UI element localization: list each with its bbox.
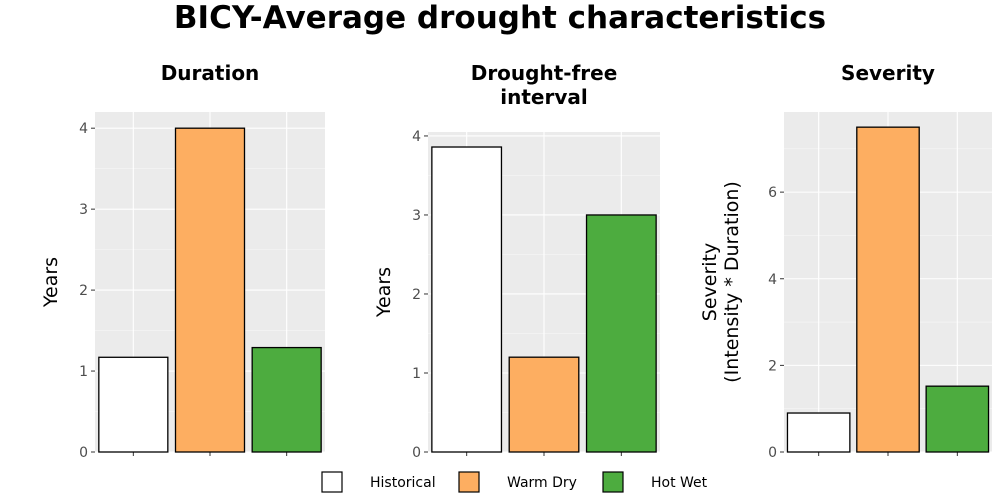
legend-label-historical: Historical bbox=[370, 475, 436, 491]
y-tick-label: 3 bbox=[79, 202, 88, 218]
legend-swatch-historical bbox=[321, 471, 343, 493]
legend-label-warm-dry: Warm Dry bbox=[507, 475, 577, 491]
y-tick-label: 1 bbox=[412, 366, 421, 382]
panel-2: 0 1 2 3 4 Drought-free interval Years bbox=[373, 61, 660, 461]
y-tick-label: 6 bbox=[768, 185, 777, 201]
y-tick-label: 1 bbox=[79, 364, 88, 380]
y-tick-label: 4 bbox=[768, 272, 777, 288]
y-tick-label: 4 bbox=[412, 129, 421, 145]
y-tick-label: 0 bbox=[412, 445, 421, 461]
y-tick-label: 2 bbox=[79, 283, 88, 299]
bar-historical bbox=[786, 412, 851, 453]
y-axis-label: Years bbox=[40, 257, 62, 308]
bar-warm-dry bbox=[856, 126, 920, 453]
legend: Historical Warm Dry Hot Wet bbox=[321, 471, 708, 493]
bar-historical bbox=[431, 146, 503, 453]
bar-hot-wet bbox=[925, 385, 990, 453]
chart-title: BICY-Average drought characteristics bbox=[174, 0, 826, 36]
y-tick-label: 2 bbox=[768, 358, 777, 374]
panel-title: Severity bbox=[841, 61, 935, 85]
y-axis-label: Years bbox=[373, 267, 395, 318]
y-tick-label: 4 bbox=[79, 121, 88, 137]
bar-warm-dry bbox=[508, 356, 580, 453]
bar-warm-dry bbox=[174, 127, 246, 453]
panel-3: 0 2 4 6 Severity Severity(Intensity * Duratio… bbox=[699, 61, 992, 461]
bar-hot-wet bbox=[585, 214, 657, 453]
panel-title: Drought-free interval bbox=[471, 61, 618, 109]
bar-historical bbox=[98, 356, 169, 453]
panel-title: Duration bbox=[161, 61, 260, 85]
y-axis-label: Severity(Intensity * Duration) bbox=[699, 181, 743, 383]
panel-1: 0 1 2 3 4 Duration Years bbox=[40, 61, 325, 461]
y-tick-label: 2 bbox=[412, 287, 421, 303]
bar-hot-wet bbox=[251, 346, 322, 453]
y-tick-label: 3 bbox=[412, 208, 421, 224]
y-tick-label: 0 bbox=[768, 445, 777, 461]
legend-swatch-warm-dry bbox=[458, 471, 480, 493]
legend-label-hot-wet: Hot Wet bbox=[651, 475, 708, 491]
y-tick-label: 0 bbox=[79, 445, 88, 461]
legend-swatch-hot-wet bbox=[602, 471, 624, 493]
